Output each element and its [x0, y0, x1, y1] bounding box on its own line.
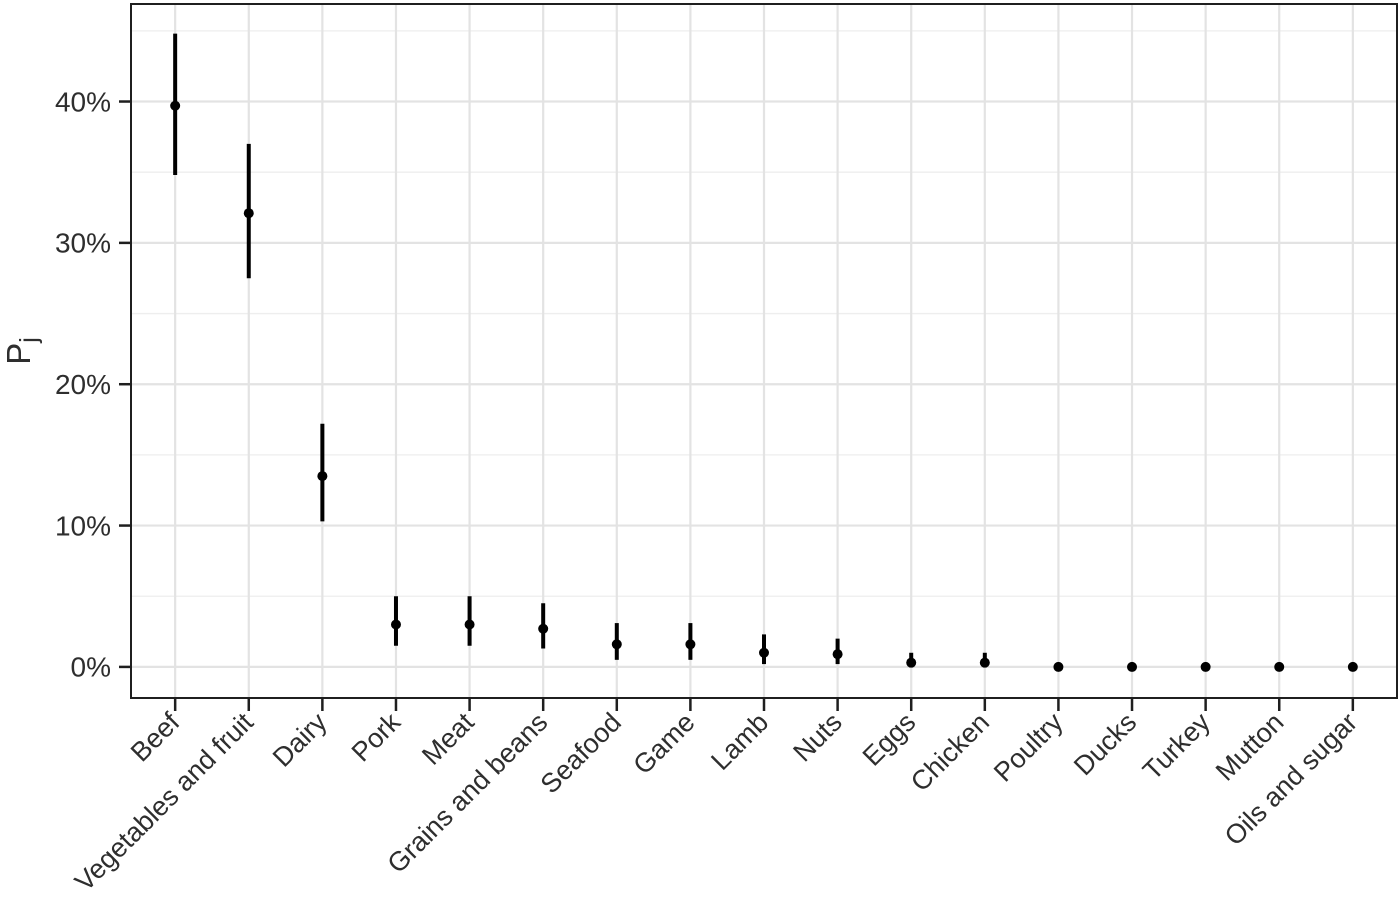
data-point [1200, 661, 1211, 672]
data-point [390, 619, 401, 630]
y-tick-label: 0% [71, 652, 111, 683]
data-point [759, 647, 769, 658]
y-axis: 0% 10% 20% 30% 40% [55, 86, 131, 683]
data-point [1127, 661, 1138, 672]
x-tick-label: Chicken [905, 707, 995, 797]
data-point [1053, 661, 1064, 672]
x-tick-label: Meat [416, 707, 480, 771]
x-tick-label: Oils and sugar [1219, 707, 1363, 851]
x-tick-label: Eggs [857, 707, 922, 772]
data-point [1274, 661, 1285, 672]
x-tick-label: Beef [125, 707, 186, 768]
data-point [979, 657, 990, 668]
x-tick-label: Dairy [267, 707, 333, 773]
y-axis-title: Pj [0, 337, 43, 365]
data-point [832, 649, 843, 660]
y-tick-label: 10% [55, 510, 111, 541]
x-tick-label: Nuts [787, 707, 847, 767]
x-tick-label: Turkey [1137, 707, 1216, 786]
data-point [464, 619, 475, 630]
x-tick-label: Ducks [1068, 707, 1142, 781]
data-point [170, 100, 181, 111]
pointrange-series [170, 33, 1358, 672]
x-tick-label: Seafood [535, 707, 627, 799]
x-tick-label: Poultry [988, 707, 1069, 788]
data-point [685, 639, 696, 650]
y-tick-label: 30% [55, 228, 111, 259]
x-tick-label: Game [627, 707, 700, 780]
data-point [906, 657, 917, 668]
data-point [538, 623, 549, 634]
gridlines [131, 4, 1397, 698]
y-tick-label: 20% [55, 369, 111, 400]
x-tick-label: Pork [346, 707, 407, 768]
data-point [611, 639, 622, 650]
data-point [243, 208, 254, 219]
y-tick-label: 40% [55, 86, 111, 117]
x-tick-label: Lamb [705, 707, 774, 776]
data-point [317, 471, 328, 482]
data-point [1347, 661, 1358, 672]
